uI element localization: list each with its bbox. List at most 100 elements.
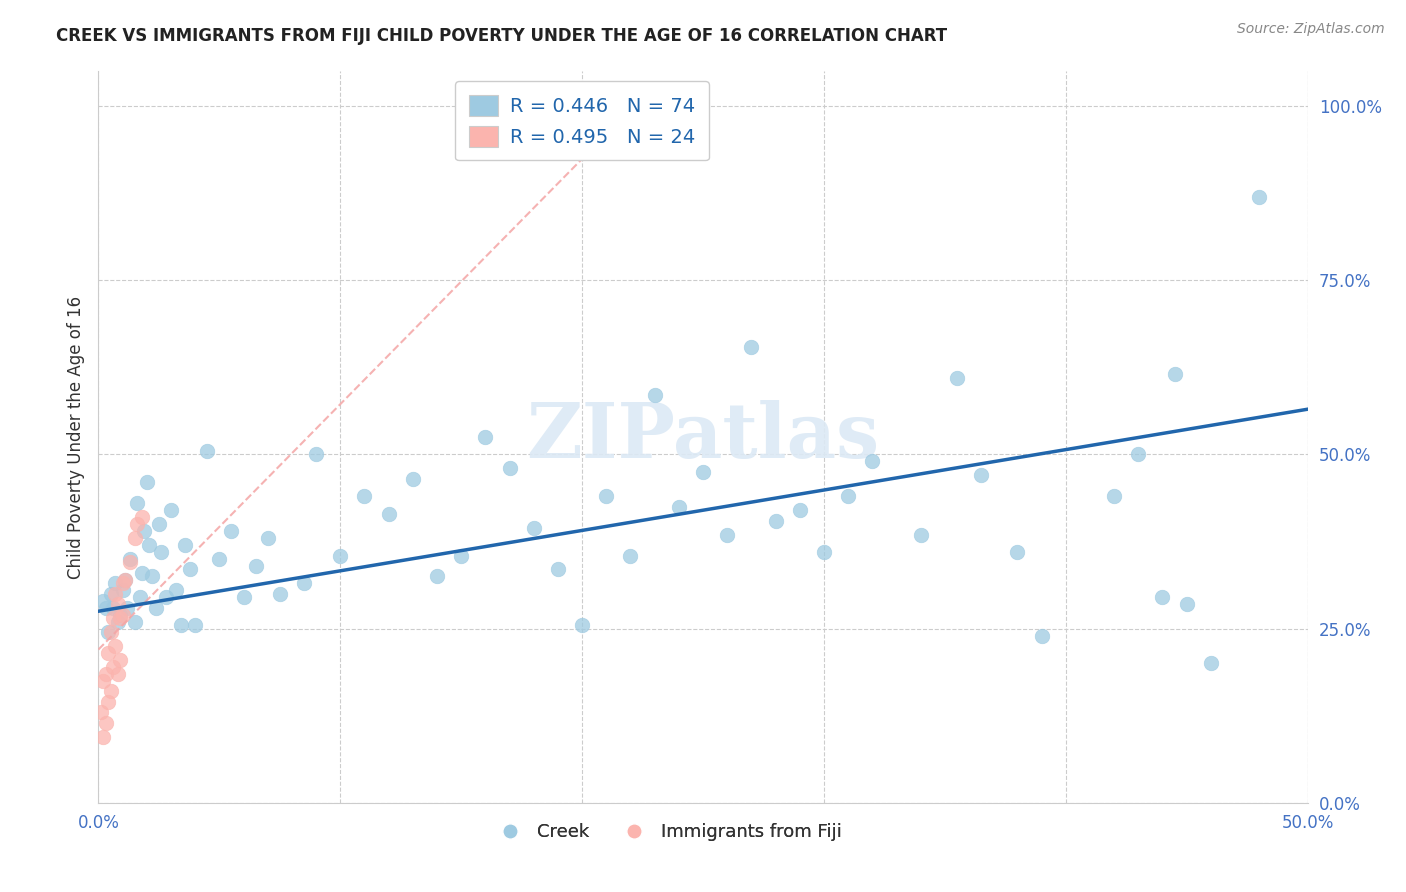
- Point: [145, 600, 167, 615]
- Point: [141, 569, 163, 583]
- Point: [221, 524, 243, 538]
- Point: [1249, 190, 1271, 204]
- Point: [668, 500, 690, 514]
- Point: [1199, 657, 1222, 671]
- Point: [118, 556, 141, 570]
- Point: [644, 388, 666, 402]
- Point: [179, 562, 201, 576]
- Point: [716, 527, 738, 541]
- Legend: Creek, Immigrants from Fiji: Creek, Immigrants from Fiji: [484, 816, 849, 848]
- Point: [232, 591, 254, 605]
- Point: [108, 607, 131, 622]
- Point: [595, 489, 617, 503]
- Point: [108, 653, 131, 667]
- Point: [111, 583, 134, 598]
- Point: [104, 639, 127, 653]
- Point: [114, 573, 136, 587]
- Point: [692, 465, 714, 479]
- Point: [740, 339, 762, 353]
- Point: [269, 587, 291, 601]
- Point: [195, 444, 218, 458]
- Point: [377, 507, 399, 521]
- Point: [111, 576, 134, 591]
- Point: [101, 600, 124, 615]
- Point: [547, 562, 569, 576]
- Text: Source: ZipAtlas.com: Source: ZipAtlas.com: [1237, 22, 1385, 37]
- Point: [765, 514, 787, 528]
- Point: [1175, 597, 1198, 611]
- Point: [90, 705, 112, 719]
- Point: [474, 430, 496, 444]
- Point: [107, 597, 129, 611]
- Y-axis label: Child Poverty Under the Age of 16: Child Poverty Under the Age of 16: [66, 295, 84, 579]
- Point: [94, 715, 117, 730]
- Point: [150, 545, 173, 559]
- Point: [127, 517, 149, 532]
- Point: [450, 549, 472, 563]
- Point: [104, 576, 127, 591]
- Point: [1007, 545, 1029, 559]
- Point: [1163, 368, 1185, 382]
- Point: [910, 527, 932, 541]
- Point: [91, 594, 114, 608]
- Point: [107, 667, 129, 681]
- Point: [124, 531, 146, 545]
- Point: [353, 489, 375, 503]
- Point: [1031, 629, 1053, 643]
- Point: [100, 625, 122, 640]
- Point: [148, 517, 170, 532]
- Point: [1128, 448, 1150, 462]
- Point: [117, 600, 139, 615]
- Point: [245, 558, 267, 573]
- Point: [860, 454, 883, 468]
- Point: [94, 600, 117, 615]
- Point: [94, 667, 117, 681]
- Point: [100, 684, 122, 698]
- Point: [124, 615, 146, 629]
- Point: [169, 618, 191, 632]
- Point: [523, 521, 546, 535]
- Point: [970, 468, 993, 483]
- Point: [111, 607, 134, 622]
- Point: [329, 549, 352, 563]
- Point: [155, 591, 177, 605]
- Point: [91, 673, 114, 688]
- Point: [100, 587, 122, 601]
- Point: [118, 552, 141, 566]
- Point: [498, 461, 520, 475]
- Point: [127, 496, 149, 510]
- Point: [128, 591, 150, 605]
- Point: [101, 660, 124, 674]
- Text: ZIPatlas: ZIPatlas: [526, 401, 880, 474]
- Point: [184, 618, 207, 632]
- Point: [101, 611, 124, 625]
- Point: [946, 371, 969, 385]
- Point: [135, 475, 157, 490]
- Point: [292, 576, 315, 591]
- Point: [402, 472, 425, 486]
- Point: [1152, 591, 1174, 605]
- Point: [97, 625, 120, 640]
- Point: [160, 503, 183, 517]
- Point: [426, 569, 449, 583]
- Point: [165, 583, 187, 598]
- Point: [256, 531, 278, 545]
- Point: [108, 611, 131, 625]
- Point: [131, 566, 153, 580]
- Point: [131, 510, 153, 524]
- Point: [837, 489, 859, 503]
- Point: [91, 730, 114, 744]
- Point: [305, 448, 328, 462]
- Point: [619, 549, 641, 563]
- Point: [134, 524, 156, 538]
- Point: [1102, 489, 1125, 503]
- Point: [571, 618, 593, 632]
- Point: [138, 538, 160, 552]
- Text: CREEK VS IMMIGRANTS FROM FIJI CHILD POVERTY UNDER THE AGE OF 16 CORRELATION CHAR: CREEK VS IMMIGRANTS FROM FIJI CHILD POVE…: [56, 27, 948, 45]
- Point: [97, 695, 120, 709]
- Point: [107, 615, 129, 629]
- Point: [208, 552, 231, 566]
- Point: [174, 538, 197, 552]
- Point: [97, 646, 120, 660]
- Point: [104, 587, 127, 601]
